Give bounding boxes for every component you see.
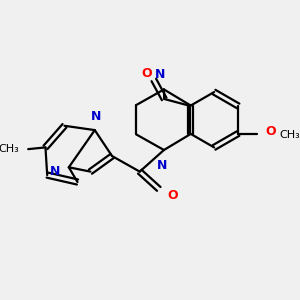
Text: O: O: [142, 67, 152, 80]
Text: O: O: [266, 125, 276, 138]
Text: N: N: [157, 159, 167, 172]
Text: CH₃: CH₃: [0, 144, 20, 154]
Text: N: N: [50, 165, 60, 178]
Text: O: O: [167, 189, 178, 202]
Text: CH₃: CH₃: [280, 130, 300, 140]
Text: N: N: [155, 68, 166, 81]
Text: N: N: [91, 110, 102, 123]
